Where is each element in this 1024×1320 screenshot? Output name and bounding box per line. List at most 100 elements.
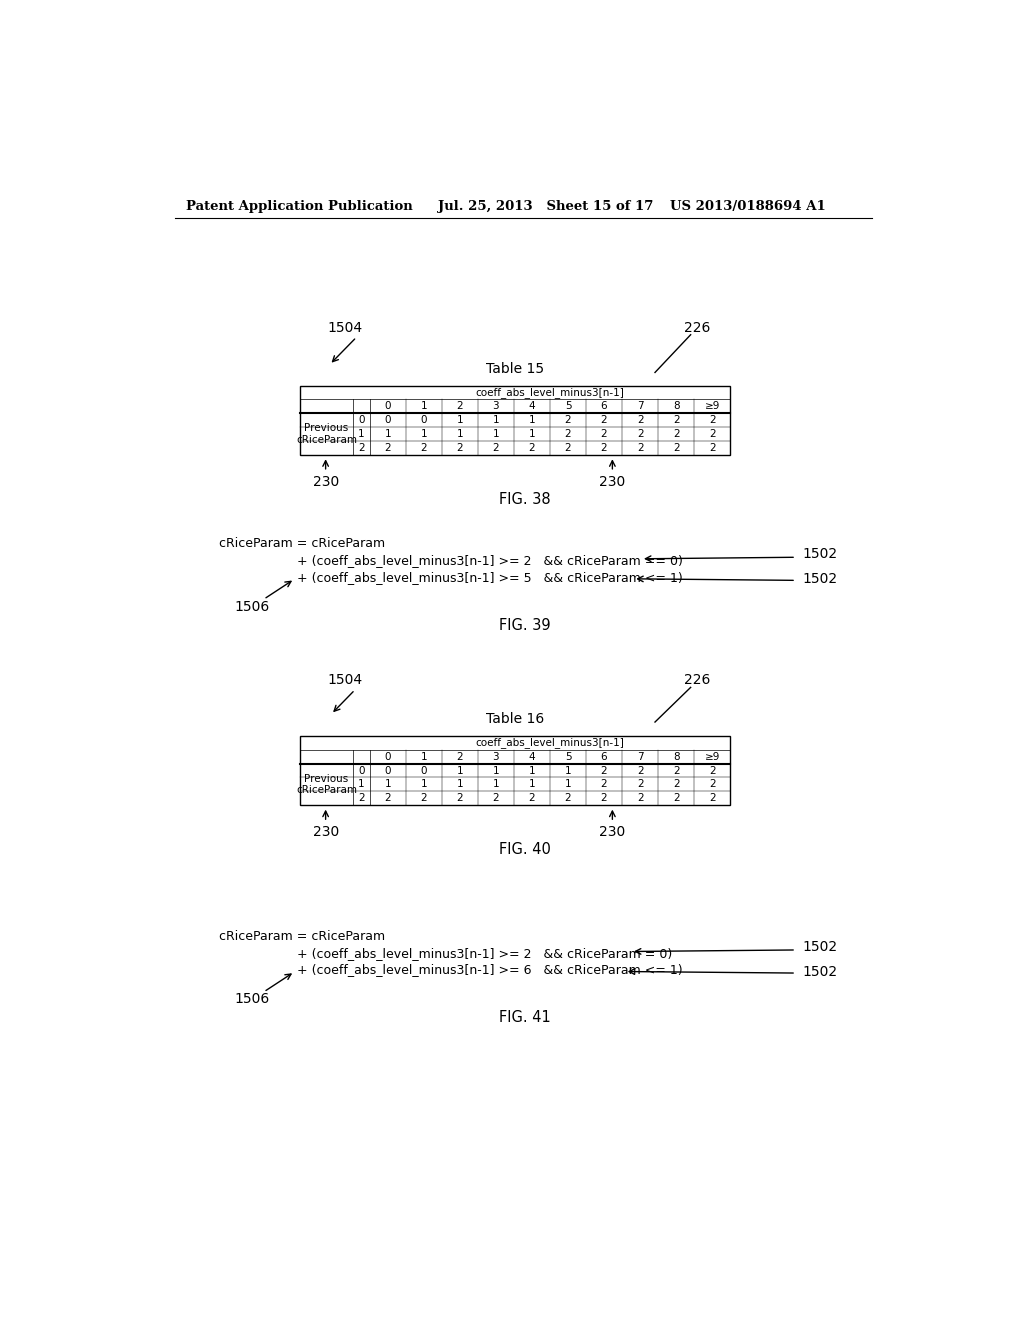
Text: FIG. 38: FIG. 38 (499, 492, 551, 507)
Text: cRiceParam = cRiceParam: cRiceParam = cRiceParam (219, 929, 386, 942)
Text: 1: 1 (528, 779, 536, 789)
Text: 0: 0 (385, 766, 391, 776)
Text: 0: 0 (358, 416, 365, 425)
Text: 2: 2 (564, 793, 571, 804)
Text: 2: 2 (457, 401, 463, 412)
Text: + (coeff_abs_level_minus3[n-1] >= 6   && cRiceParam <= 1): + (coeff_abs_level_minus3[n-1] >= 6 && c… (297, 964, 683, 977)
Text: 2: 2 (457, 793, 463, 804)
Text: 226: 226 (684, 673, 711, 688)
Text: 8: 8 (673, 401, 680, 412)
Text: 5: 5 (564, 401, 571, 412)
Text: 1: 1 (421, 429, 427, 440)
Text: 2: 2 (528, 444, 536, 453)
Text: 2: 2 (358, 444, 365, 453)
Text: 1: 1 (421, 779, 427, 789)
Text: 2: 2 (673, 793, 680, 804)
Text: + (coeff_abs_level_minus3[n-1] >= 2   && cRiceParam = 0): + (coeff_abs_level_minus3[n-1] >= 2 && c… (297, 946, 672, 960)
Text: 0: 0 (421, 766, 427, 776)
Text: 1: 1 (421, 401, 427, 412)
Text: 1502: 1502 (802, 965, 838, 978)
Text: 1: 1 (457, 416, 463, 425)
Text: 1502: 1502 (802, 548, 838, 561)
Text: 5: 5 (564, 751, 571, 762)
Text: 2: 2 (384, 444, 391, 453)
Text: 1506: 1506 (234, 993, 269, 1006)
Text: 3: 3 (493, 401, 500, 412)
Text: 2: 2 (673, 779, 680, 789)
Text: ≥9: ≥9 (705, 751, 720, 762)
Text: 2: 2 (673, 444, 680, 453)
Text: 2: 2 (564, 444, 571, 453)
Text: 0: 0 (385, 751, 391, 762)
Text: 1502: 1502 (802, 940, 838, 954)
Bar (300, 737, 730, 805)
Text: 0: 0 (358, 766, 365, 776)
Text: coeff_abs_level_minus3[n-1]: coeff_abs_level_minus3[n-1] (475, 387, 625, 397)
Text: 2: 2 (709, 429, 716, 440)
Text: 2: 2 (601, 793, 607, 804)
Text: 2: 2 (601, 766, 607, 776)
Text: 1504: 1504 (328, 321, 362, 335)
Text: 6: 6 (601, 751, 607, 762)
Text: FIG. 40: FIG. 40 (499, 842, 551, 858)
Text: 2: 2 (709, 779, 716, 789)
Text: 0: 0 (385, 401, 391, 412)
Text: 2: 2 (358, 793, 365, 804)
Text: 1: 1 (384, 779, 391, 789)
Text: 230: 230 (599, 475, 626, 488)
Text: 4: 4 (528, 751, 536, 762)
Text: 2: 2 (421, 793, 427, 804)
Text: 226: 226 (684, 321, 711, 335)
Text: 1: 1 (384, 429, 391, 440)
Text: 2: 2 (493, 793, 500, 804)
Text: 2: 2 (564, 429, 571, 440)
Text: US 2013/0188694 A1: US 2013/0188694 A1 (671, 199, 826, 213)
Text: 2: 2 (673, 766, 680, 776)
Text: 2: 2 (637, 766, 643, 776)
Text: 2: 2 (384, 793, 391, 804)
Text: 2: 2 (601, 416, 607, 425)
Text: 1: 1 (528, 766, 536, 776)
Text: coeff_abs_level_minus3[n-1]: coeff_abs_level_minus3[n-1] (475, 738, 625, 748)
Text: 2: 2 (601, 429, 607, 440)
Text: 1: 1 (457, 429, 463, 440)
Text: 8: 8 (673, 751, 680, 762)
Text: 4: 4 (528, 401, 536, 412)
Text: Previous
cRiceParam: Previous cRiceParam (296, 424, 357, 445)
Text: 2: 2 (457, 444, 463, 453)
Text: 2: 2 (493, 444, 500, 453)
Text: 1: 1 (493, 779, 500, 789)
Text: Table 16: Table 16 (486, 711, 544, 726)
Text: 2: 2 (709, 416, 716, 425)
Text: ≥9: ≥9 (705, 401, 720, 412)
Text: 1: 1 (564, 766, 571, 776)
Text: 2: 2 (528, 793, 536, 804)
Text: FIG. 41: FIG. 41 (499, 1010, 551, 1026)
Text: 230: 230 (599, 825, 626, 840)
Text: 1506: 1506 (234, 599, 269, 614)
Text: Table 15: Table 15 (486, 362, 544, 376)
Text: 2: 2 (564, 416, 571, 425)
Text: 7: 7 (637, 401, 643, 412)
Text: 1504: 1504 (328, 673, 362, 688)
Text: 1: 1 (493, 416, 500, 425)
Text: 2: 2 (637, 416, 643, 425)
Text: Patent Application Publication: Patent Application Publication (186, 199, 413, 213)
Text: 2: 2 (637, 793, 643, 804)
Text: 2: 2 (673, 429, 680, 440)
Text: 2: 2 (457, 751, 463, 762)
Text: + (coeff_abs_level_minus3[n-1] >= 2   && cRiceParam == 0): + (coeff_abs_level_minus3[n-1] >= 2 && c… (297, 554, 683, 566)
Text: 1502: 1502 (802, 572, 838, 586)
Text: 1: 1 (457, 779, 463, 789)
Text: 2: 2 (601, 779, 607, 789)
Text: 2: 2 (709, 444, 716, 453)
Text: 2: 2 (637, 779, 643, 789)
Text: 230: 230 (312, 475, 339, 488)
Text: 1: 1 (528, 416, 536, 425)
Text: 2: 2 (637, 429, 643, 440)
Text: 2: 2 (673, 416, 680, 425)
Text: 230: 230 (312, 825, 339, 840)
Text: 2: 2 (637, 444, 643, 453)
Text: 2: 2 (709, 793, 716, 804)
Text: 1: 1 (358, 779, 365, 789)
